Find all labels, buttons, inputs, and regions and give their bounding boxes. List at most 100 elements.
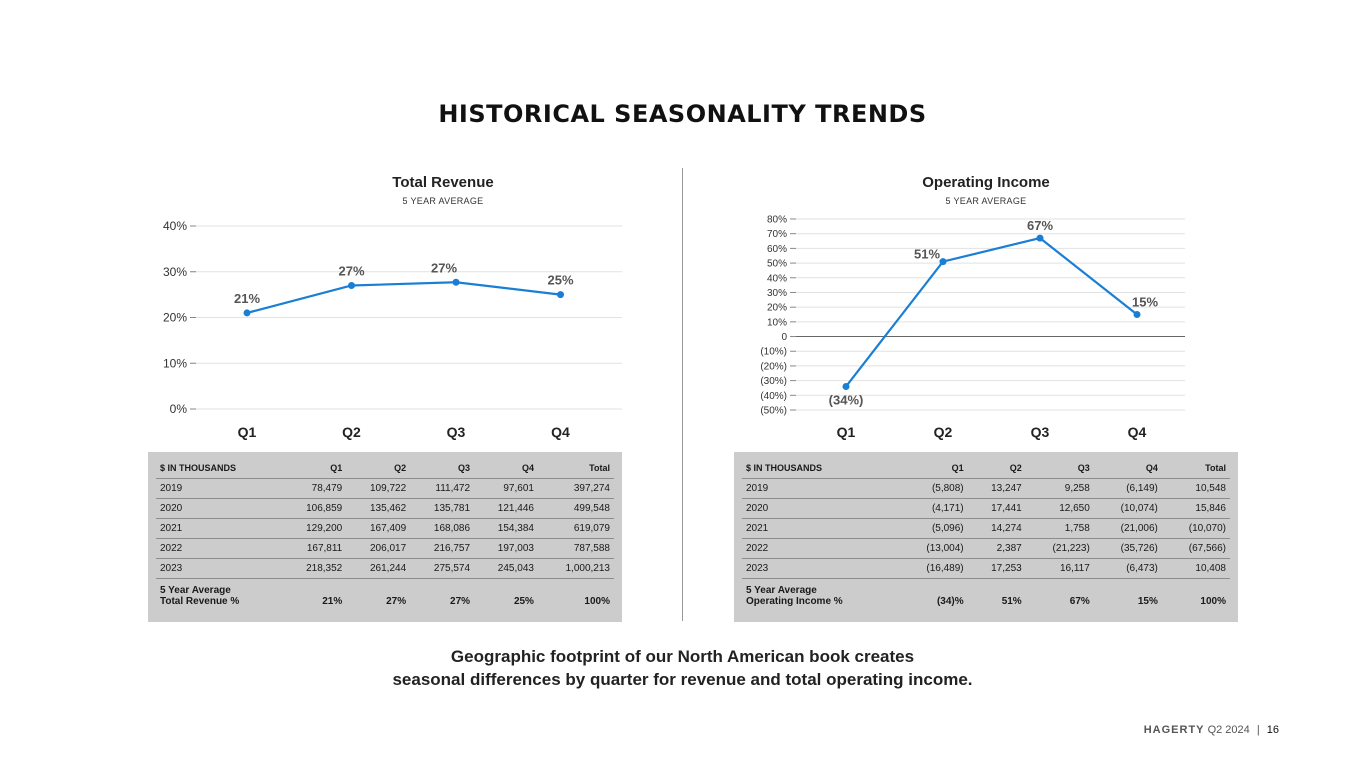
y-tick-label: (50%) [760, 406, 787, 417]
column-header: Q1 [899, 458, 968, 479]
table-row: 2020 (4,171) 17,441 12,650 (10,074) 15,846 [742, 498, 1230, 519]
y-tick-label: 10% [163, 356, 187, 370]
table-cell: 167,811 [282, 538, 347, 559]
data-label: 67% [1027, 218, 1053, 233]
data-point [939, 258, 947, 266]
table-cell: 15,846 [1161, 498, 1230, 519]
x-category-label: Q2 [934, 424, 953, 440]
footer-line-1: Geographic footprint of our North Americ… [450, 647, 915, 666]
column-header: Q2 [346, 458, 411, 479]
revenue-chart: 0% 10% 20% 30% 40% Q1 Q2 Q3 Q4 21% 27% 27% 25% [163, 219, 622, 440]
y-tick-label: (20%) [760, 361, 787, 372]
table-cell: 499,548 [537, 498, 614, 519]
data-label: 27% [431, 260, 457, 275]
y-tick-label: 30% [767, 288, 787, 299]
operating-table: $ IN THOUSANDS Q1 Q2 Q3 Q4 Total 2019 (5,… [734, 452, 1238, 622]
table-cell: 12,650 [1025, 498, 1094, 519]
report-period: Q2 2024 [1207, 724, 1250, 736]
table-row: 2021 129,200 167,409 168,086 154,384 619,079 [156, 518, 614, 539]
table-cell: 9,258 [1025, 478, 1094, 499]
table-cell: 2021 [742, 518, 900, 539]
table-cell: 135,781 [410, 498, 475, 519]
table-cell: 1,758 [1025, 518, 1094, 539]
data-point [1133, 311, 1141, 318]
average-label-line-2: Operating Income % [746, 596, 843, 607]
table-header-row: $ IN THOUSANDS Q1 Q2 Q3 Q4 Total [742, 458, 1230, 479]
footer-statement: Geographic footprint of our North Americ… [0, 645, 1365, 691]
table-cell: 619,079 [537, 518, 614, 539]
average-label-line-2: Total Revenue % [160, 596, 240, 607]
data-point [452, 278, 460, 286]
table-cell: 206,017 [346, 538, 411, 559]
y-tick-label: 40% [767, 273, 787, 284]
operating-table-body: 2019 (5,808) 13,247 9,258 (6,149) 10,548 2020(… [742, 478, 1230, 612]
table-cell: 2019 [742, 478, 900, 499]
average-cell: 100% [1200, 596, 1226, 607]
y-tick-label: 0 [781, 332, 787, 343]
y-tick-label: (30%) [760, 376, 787, 387]
x-category-label: Q4 [1128, 424, 1147, 440]
revenue-table-body: 2019 78,479 109,722 111,472 97,601 397,274 202… [156, 478, 614, 612]
table-cell: (6,473) [1093, 558, 1162, 579]
y-tick-label: (40%) [760, 391, 787, 402]
page-title: HISTORICAL SEASONALITY TRENDS [438, 100, 927, 128]
table-cell: (6,149) [1093, 478, 1162, 499]
average-cell: 15% [1137, 596, 1158, 607]
table-cell: (21,223) [1025, 538, 1094, 559]
data-point [557, 291, 564, 299]
series-line [246, 281, 561, 314]
table-row: 2022 (13,004) 2,387 (21,223) (35,726) (67,566… [742, 538, 1230, 559]
footer-separator: | [1256, 724, 1260, 736]
table-cell: 10,548 [1161, 478, 1230, 499]
data-label: (34%) [829, 392, 864, 407]
table-cell: 17,441 [967, 498, 1026, 519]
data-point [842, 382, 850, 390]
table-cell: (10,074) [1093, 498, 1162, 519]
table-cell: 218,352 [282, 558, 347, 579]
operating-chart-title: Operating Income [922, 174, 1050, 191]
table-cell: (67,566) [1161, 538, 1230, 559]
series-line [845, 236, 1138, 388]
footer-line-2: seasonal differences by quarter for reve… [392, 670, 973, 689]
revenue-chart-subtitle: 5 YEAR AVERAGE [402, 196, 484, 206]
table-cell: 787,588 [537, 538, 614, 559]
table-row: 2023 (16,489) 17,253 16,117 (6,473) 10,408 [742, 558, 1230, 579]
column-header: Q3 [410, 458, 475, 479]
average-cell: 51% [1001, 596, 1022, 607]
y-tick-label: 70% [767, 229, 787, 240]
table-cell: 13,247 [967, 478, 1026, 499]
table-row: 2021 (5,096) 14,274 1,758 (21,006) (10,070) [742, 518, 1230, 539]
revenue-chart-title: Total Revenue [392, 174, 494, 191]
table-cell: 154,384 [474, 518, 538, 539]
column-header: Total [537, 458, 614, 479]
y-tick-label: 0% [170, 402, 188, 416]
table-cell: (4,171) [899, 498, 968, 519]
y-tick-label: 60% [767, 244, 787, 255]
average-cell: 25% [513, 596, 534, 607]
column-header: Q2 [967, 458, 1026, 479]
column-header: $ IN THOUSANDS [742, 458, 900, 479]
data-label: 27% [338, 263, 364, 278]
table-cell: 168,086 [410, 518, 475, 539]
average-row: 5 Year Average Total Revenue % 21% 27% 27% 25… [156, 579, 614, 612]
table-cell: 97,601 [474, 478, 538, 499]
table-cell: 167,409 [346, 518, 411, 539]
column-header: Q4 [474, 458, 538, 479]
table-row: 2022 167,811 206,017 216,757 197,003 787,588 [156, 538, 614, 559]
x-category-label: Q1 [238, 424, 257, 440]
table-cell: 10,408 [1161, 558, 1230, 579]
y-tick-label: 20% [163, 311, 187, 325]
brand-footer: HAGERTY Q2 2024 | 16 [1144, 724, 1279, 736]
x-category-label: Q3 [1031, 424, 1050, 440]
y-tick-label: 40% [163, 219, 187, 233]
average-cell: 21% [322, 596, 343, 607]
x-category-label: Q2 [342, 424, 361, 440]
average-cell: 27% [450, 596, 471, 607]
table-cell: 17,253 [967, 558, 1026, 579]
average-row: 5 Year Average Operating Income % (34)% 51%… [742, 579, 1230, 612]
operating-income-chart: 80% 70% 60% 50% 40% 30% 20% 10% 0 (10%) (20%) (30%)… [760, 215, 1185, 440]
table-cell: 109,722 [346, 478, 411, 499]
table-cell: 197,003 [474, 538, 538, 559]
table-cell: (35,726) [1093, 538, 1162, 559]
table-cell: (16,489) [899, 558, 968, 579]
